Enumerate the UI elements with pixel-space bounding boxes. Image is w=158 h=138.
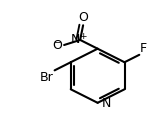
Text: O: O [78,11,88,24]
Text: −: − [53,38,60,47]
Text: Br: Br [40,71,54,84]
Text: O: O [52,39,62,51]
Text: N: N [101,97,111,110]
Text: F: F [140,42,147,55]
Text: N: N [71,33,80,46]
Text: +: + [79,32,86,41]
